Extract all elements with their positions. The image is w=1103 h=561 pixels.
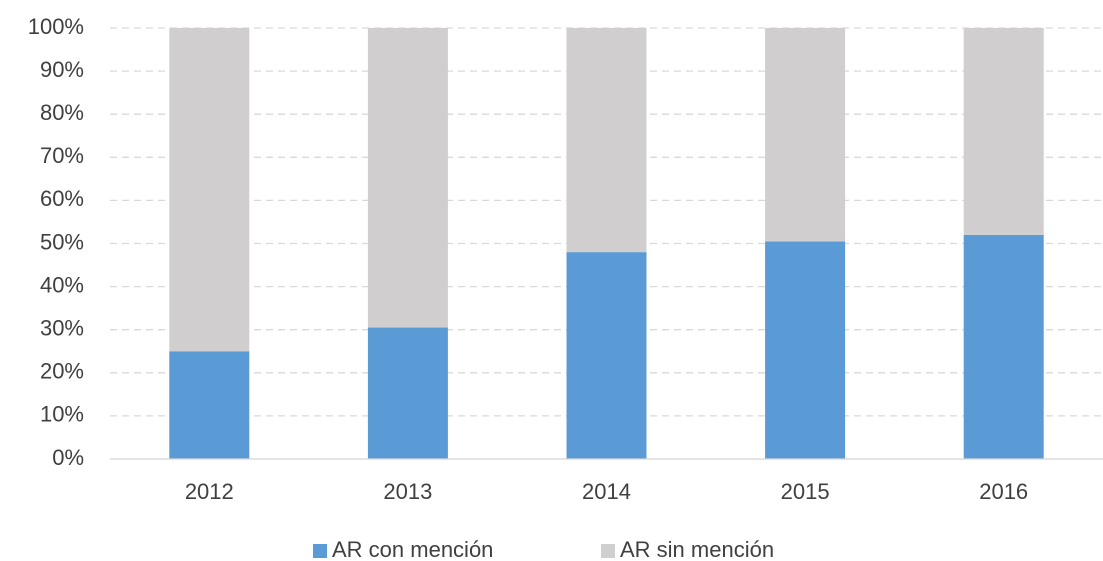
y-tick-label: 10% [40,402,84,427]
y-tick-label: 50% [40,229,84,254]
legend-swatch [601,544,615,558]
x-tick-label: 2016 [979,479,1028,504]
y-tick-label: 0% [52,445,84,470]
bar-segment [367,28,448,328]
y-tick-label: 70% [40,143,84,168]
legend-label: AR sin mención [620,537,774,561]
x-tick-label: 2014 [582,479,631,504]
x-tick-label: 2015 [781,479,830,504]
bar-segment [169,351,250,459]
y-tick-label: 80% [40,100,84,125]
y-tick-label: 90% [40,57,84,82]
y-tick-label: 100% [28,14,84,39]
bar-segment [367,327,448,459]
bar-segment [169,28,250,352]
y-tick-label: 40% [40,272,84,297]
bar-segment [765,28,846,242]
legend-label: AR con mención [332,537,493,561]
bar-segment [566,28,647,253]
y-tick-label: 20% [40,359,84,384]
x-tick-label: 2012 [185,479,234,504]
bar-segment [963,28,1044,235]
y-tick-label: 30% [40,316,84,341]
bar-segment [566,252,647,459]
y-tick-label: 60% [40,186,84,211]
x-tick-label: 2013 [383,479,432,504]
bar-segment [963,234,1044,459]
legend-swatch [313,544,327,558]
bar-segment [765,241,846,459]
